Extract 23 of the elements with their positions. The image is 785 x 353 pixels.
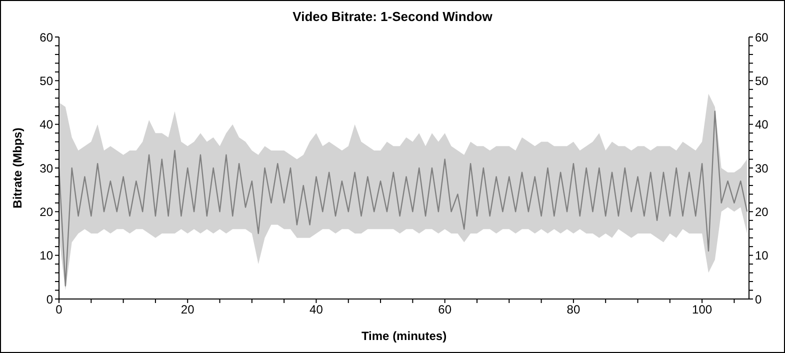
y-tick-label: 10 xyxy=(40,248,54,263)
x-tick-label: 20 xyxy=(180,302,195,317)
y2-tick-label: 60 xyxy=(755,30,769,44)
y2-tick-label: 0 xyxy=(755,292,762,306)
y2-tick-label: 40 xyxy=(755,118,769,132)
y2-tick-label: 50 xyxy=(755,74,769,88)
y-tick-label: 20 xyxy=(40,204,54,219)
x-tick-label: 0 xyxy=(56,302,63,317)
y-tick-label: 0 xyxy=(46,292,54,306)
y-tick-label: 50 xyxy=(40,74,54,88)
x-tick-label: 100 xyxy=(692,302,712,317)
x-tick-label: 80 xyxy=(566,302,580,317)
y-tick-label: 30 xyxy=(40,161,54,176)
x-tick-label: 40 xyxy=(310,302,324,317)
chart-title: Video Bitrate: 1-Second Window xyxy=(292,9,494,24)
y2-tick-label: 20 xyxy=(755,204,769,219)
y2-tick-label: 10 xyxy=(755,248,769,263)
y-axis-title: Bitrate (Mbps) xyxy=(10,128,24,208)
x-tick-label: 60 xyxy=(438,302,452,317)
x-axis-title: Time (minutes) xyxy=(361,329,447,343)
y-tick-label: 40 xyxy=(40,118,54,132)
y2-tick-label: 30 xyxy=(755,161,769,176)
y-tick-label: 60 xyxy=(40,30,54,44)
